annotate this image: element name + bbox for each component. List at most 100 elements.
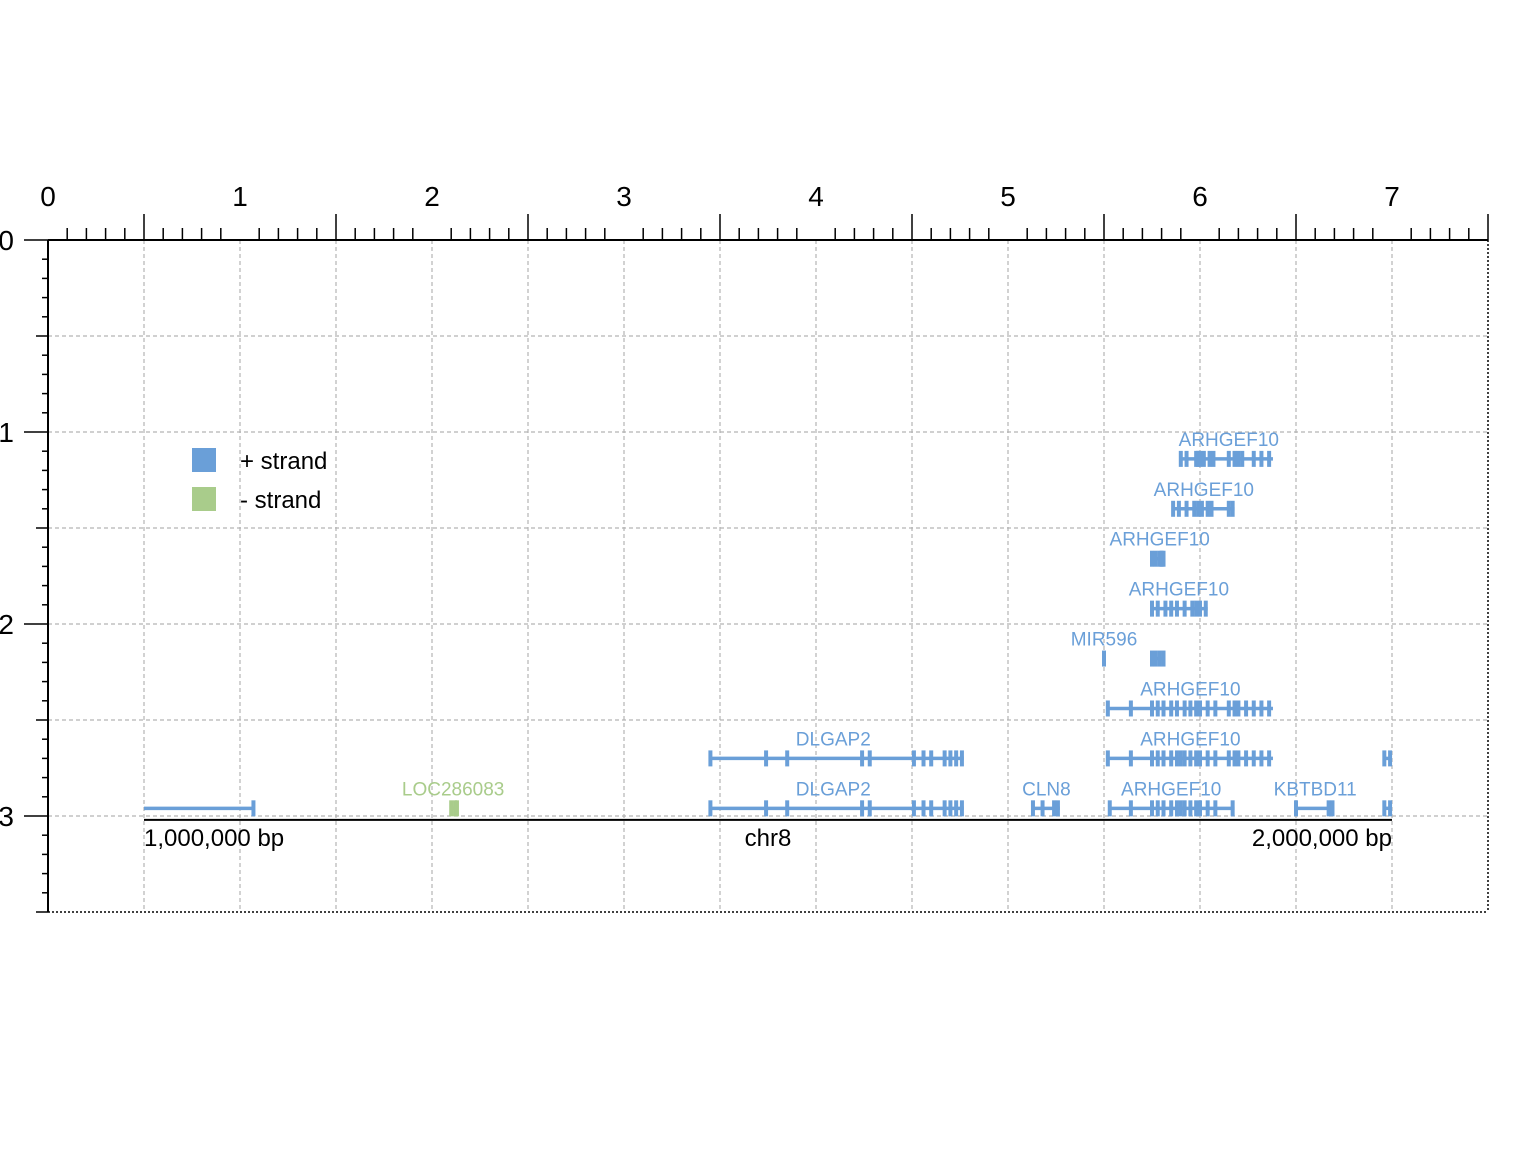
gene-exon <box>1251 450 1256 467</box>
gene-exon <box>1182 750 1187 767</box>
gene-exon <box>1251 700 1256 717</box>
gene-exon <box>929 800 934 817</box>
gene-exon <box>1150 750 1154 767</box>
gene-track: DLGAP2 <box>708 779 964 817</box>
gene-exon <box>1169 600 1174 617</box>
gene-label: KBTBD11 <box>1274 779 1357 800</box>
gene-exon <box>1128 750 1133 767</box>
gene-label: ARHGEF10 <box>1140 679 1240 700</box>
gene-track: ARHGEF10 <box>1107 779 1235 817</box>
gene-exon <box>1244 700 1249 717</box>
gene-exon <box>860 800 865 817</box>
gene-exon <box>1155 750 1160 767</box>
gene-exon <box>1169 800 1174 817</box>
gene-exon <box>1182 800 1187 817</box>
gene-label: MIR596 <box>1071 630 1138 651</box>
gene-label: ARHGEF10 <box>1110 530 1210 551</box>
gene-exon <box>1211 450 1216 467</box>
gene-exon <box>1178 450 1183 467</box>
gene-exon <box>1326 800 1331 817</box>
gene-exon <box>1105 700 1110 717</box>
gene-exon <box>708 750 713 767</box>
gene-exon <box>1150 700 1154 717</box>
gene-label: ARHGEF10 <box>1140 729 1240 750</box>
legend-label-plus: + strand <box>240 448 327 475</box>
legend-label-minus: - strand <box>240 487 321 514</box>
chromosome-ruler: 1,000,000 bp chr8 2,000,000 bp <box>144 818 1392 852</box>
x-tick-label: 2 <box>424 181 440 212</box>
gene-exon <box>1330 800 1335 817</box>
gene-exon <box>1102 650 1106 667</box>
gene-exon <box>959 800 964 817</box>
gene-exon <box>1194 700 1199 717</box>
gene-exon <box>1205 800 1210 817</box>
gene-exon <box>1236 750 1241 767</box>
gene-exon <box>948 750 953 767</box>
gene-exon <box>948 800 953 817</box>
gene-exon <box>1267 450 1272 467</box>
gene-track <box>1150 650 1166 667</box>
gene-track: KBTBD11 <box>1274 779 1357 817</box>
gene-exon <box>1128 800 1133 817</box>
gene-exon <box>1198 800 1202 817</box>
gene-exon <box>1163 600 1168 617</box>
gene-exon <box>1198 700 1202 717</box>
gene-exon <box>1196 500 1201 517</box>
x-tick-label: 5 <box>1000 181 1016 212</box>
gene-label: DLGAP2 <box>796 779 871 800</box>
gene-exon <box>1198 450 1202 467</box>
gene-exon <box>1213 800 1218 817</box>
gene-exon <box>1161 800 1166 817</box>
gene-exon <box>1190 600 1195 617</box>
gene-exon <box>1128 700 1133 717</box>
gene-label: CLN8 <box>1022 779 1071 800</box>
y-tick-label: 3 <box>0 801 14 832</box>
gene-exon <box>449 800 454 817</box>
gene-track <box>144 800 256 817</box>
gene-exon <box>1155 700 1160 717</box>
gene-exon <box>1226 750 1231 767</box>
gene-exon <box>1176 500 1181 517</box>
gene-exon <box>1184 450 1189 467</box>
gene-exon <box>1205 700 1210 717</box>
gene-exon <box>1232 450 1237 467</box>
gene-exon <box>942 750 947 767</box>
gene-track <box>1382 800 1393 817</box>
gene-exon <box>1198 750 1202 767</box>
gene-exon <box>1230 500 1235 517</box>
gene-exon <box>1182 700 1187 717</box>
gene-exon <box>1226 500 1231 517</box>
gene-label: ARHGEF10 <box>1154 480 1254 501</box>
gene-track: ARHGEF10 <box>1110 530 1210 567</box>
gene-exon <box>1105 750 1110 767</box>
gene-exon <box>921 800 926 817</box>
gene-exon <box>1194 750 1199 767</box>
gene-exon <box>1157 650 1162 667</box>
gene-exon <box>1267 750 1272 767</box>
gene-exon <box>1199 500 1204 517</box>
gene-exon <box>1209 500 1214 517</box>
gene-exon <box>1232 700 1237 717</box>
x-tick-label: 4 <box>808 181 824 212</box>
gene-exon <box>1161 700 1166 717</box>
gene-exon <box>454 800 459 817</box>
gene-exon <box>1382 800 1387 817</box>
gene-exon <box>1155 600 1160 617</box>
gene-exon <box>1052 800 1057 817</box>
gene-exon <box>785 750 790 767</box>
gene-exon <box>1259 700 1264 717</box>
gene-track: CLN8 <box>1022 779 1071 817</box>
gene-exon <box>1213 700 1218 717</box>
gene-label: DLGAP2 <box>796 729 871 750</box>
legend-swatch-plus <box>192 448 216 472</box>
gene-exon <box>1055 800 1060 817</box>
ruler-left-label: 1,000,000 bp <box>144 825 284 852</box>
y-tick-label: 0 <box>0 225 14 256</box>
gene-exon <box>1267 700 1272 717</box>
gene-exon <box>1174 800 1179 817</box>
gene-exon <box>1230 800 1235 817</box>
gene-exon <box>911 750 916 767</box>
gene-exon <box>1161 750 1166 767</box>
gene-track: DLGAP2 <box>708 729 964 767</box>
gene-exon <box>1150 600 1154 617</box>
